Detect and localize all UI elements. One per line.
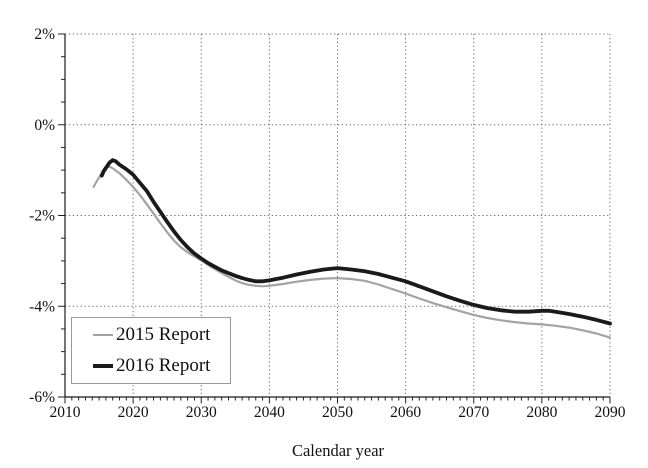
x-tick-label: 2010 [50, 404, 81, 421]
legend-line-swatch-2015 [93, 334, 113, 337]
legend-line-swatch-2016 [93, 363, 113, 368]
legend-label-2016: 2016 Report [116, 355, 211, 376]
series-line-2015-report [92, 165, 612, 339]
legend-item-2016-report: 2016 Report [93, 355, 230, 377]
x-tick-label: 2070 [458, 404, 489, 421]
legend-label-2015: 2015 Report [116, 324, 211, 346]
series-line-2016-report [99, 158, 612, 326]
x-axis-title: Calendar year [291, 441, 385, 460]
y-tick-label: -2% [29, 208, 55, 225]
y-tick-label: -6% [29, 389, 55, 406]
x-tick-label: 2080 [526, 404, 557, 421]
x-tick-label: 2020 [118, 404, 149, 421]
x-tick-label: 2090 [595, 404, 626, 421]
y-tick-label: 0% [34, 117, 55, 134]
legend: 2015 Report 2016 Report [71, 317, 231, 384]
x-tick-label: 2030 [186, 404, 217, 421]
x-tick-label: 2060 [390, 404, 421, 421]
y-tick-label: -4% [29, 298, 55, 315]
x-tick-label: 2040 [254, 404, 285, 421]
x-tick-label: 2050 [322, 404, 353, 421]
y-tick-label: 2% [34, 26, 55, 43]
legend-item-2015-report: 2015 Report [93, 324, 230, 346]
